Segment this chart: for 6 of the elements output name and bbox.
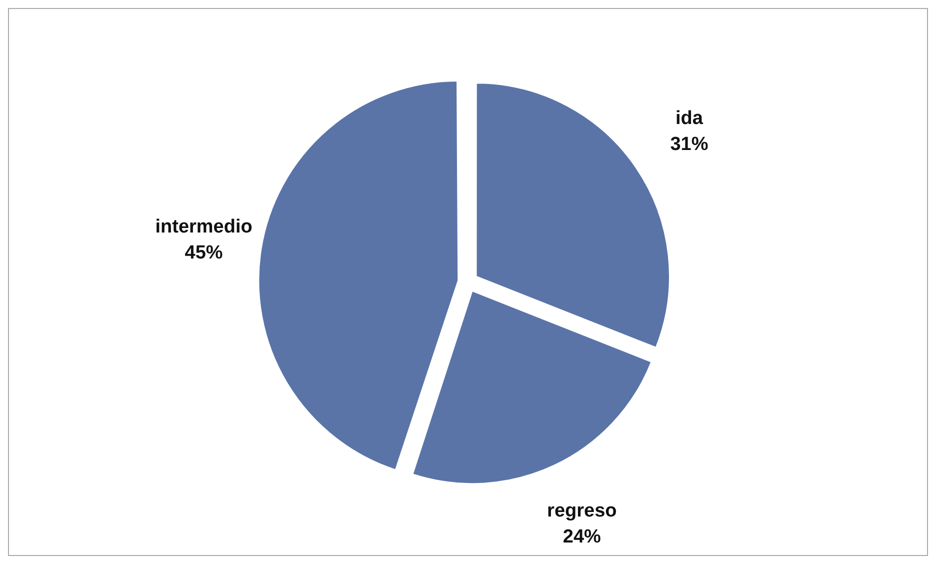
data-label: 31% [670, 134, 708, 155]
data-label: 24% [562, 526, 602, 548]
slice-label: intermedio [155, 216, 252, 238]
slice-label: ida [676, 108, 704, 129]
slice-label: regreso [547, 500, 617, 522]
data-label: 45% [184, 242, 223, 264]
